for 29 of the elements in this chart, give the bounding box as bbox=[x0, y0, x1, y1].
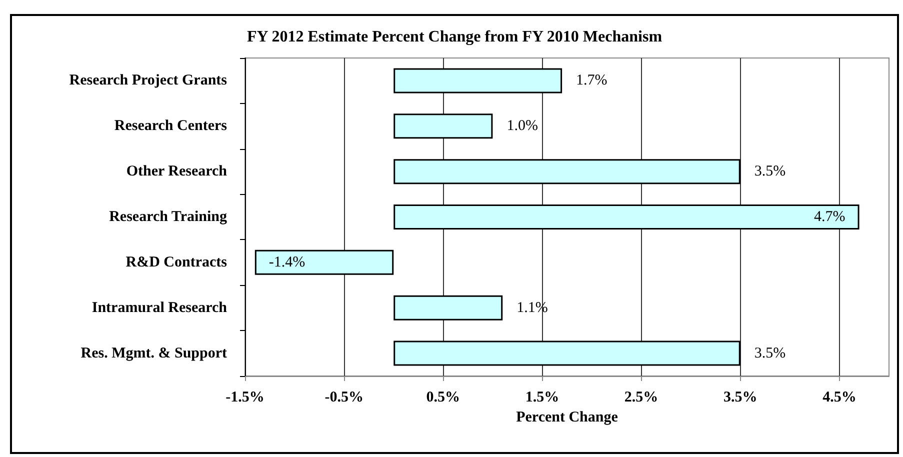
x-tick-label: 3.5% bbox=[724, 390, 758, 406]
bar bbox=[394, 68, 562, 94]
x-tick-label: -0.5% bbox=[324, 390, 364, 406]
y-tick-label: Res. Mgmt. & Support bbox=[80, 345, 227, 362]
bar bbox=[394, 295, 503, 320]
bar bbox=[394, 114, 493, 139]
y-tick-label: Other Research bbox=[126, 164, 228, 180]
y-tick-label: Research Project Grants bbox=[69, 72, 228, 89]
y-tick-label: Intramural Research bbox=[92, 300, 228, 316]
y-tick-label: Research Centers bbox=[114, 118, 228, 134]
y-tick-label: R&D Contracts bbox=[126, 254, 228, 270]
x-axis-title: Percent Change bbox=[516, 409, 618, 426]
data-label: 3.5% bbox=[754, 164, 786, 180]
x-tick-label: 2.5% bbox=[624, 390, 658, 406]
x-tick-label: -1.5% bbox=[226, 390, 264, 406]
y-tick-label: Research Training bbox=[109, 209, 228, 225]
chart-title: FY 2012 Estimate Percent Change from FY 2010 Mechanism bbox=[246, 28, 663, 46]
bar bbox=[254, 250, 394, 275]
x-tick-label: 4.5% bbox=[822, 390, 856, 406]
data-label: 1.0% bbox=[506, 118, 538, 134]
data-label: 3.5% bbox=[754, 345, 786, 362]
x-tick-label: 1.5% bbox=[525, 390, 560, 406]
bar bbox=[394, 159, 740, 184]
bar bbox=[394, 204, 860, 230]
data-label: 1.7% bbox=[576, 72, 608, 89]
data-label: -1.4% bbox=[268, 254, 306, 270]
x-tick-label: 0.5% bbox=[426, 390, 460, 406]
bar bbox=[394, 340, 740, 366]
data-label: 4.7% bbox=[814, 209, 846, 225]
